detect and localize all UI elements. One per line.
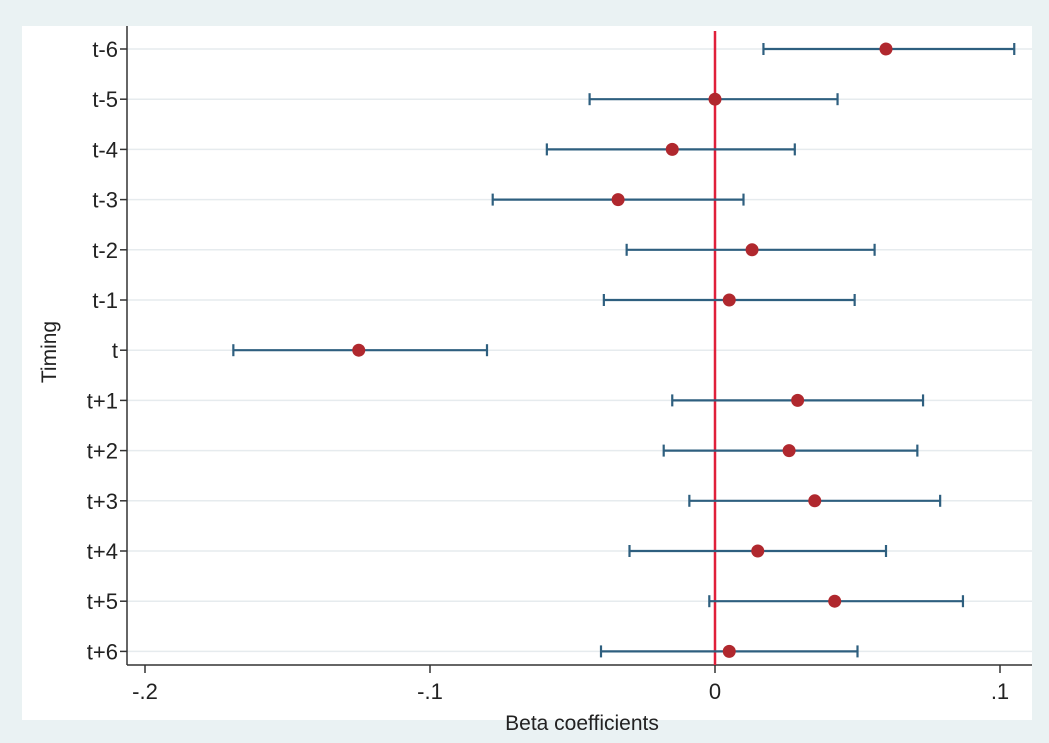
coefficient-point <box>782 444 796 458</box>
coefficient-point <box>791 393 805 407</box>
y-tick-label: t-4 <box>92 137 118 162</box>
y-tick-label: t+4 <box>87 539 118 564</box>
y-tick-label: t-1 <box>92 288 118 313</box>
points <box>352 42 893 658</box>
y-tick-label: t+6 <box>87 639 118 664</box>
y-tick-label: t+5 <box>87 589 118 614</box>
y-tick-label: t-2 <box>92 238 118 263</box>
x-tick-label: 0 <box>709 679 721 704</box>
labels: Beta coefficients Timing t-6 t-5 t-4 t-3 t-2… <box>38 37 1009 735</box>
y-tick-label: t <box>112 338 118 363</box>
x-tick-label: .1 <box>991 679 1009 704</box>
coefficient-point <box>808 494 822 508</box>
axes <box>120 26 1032 673</box>
coefficient-point <box>879 42 893 56</box>
coefficient-point <box>745 243 759 257</box>
coefficient-point <box>611 193 625 207</box>
x-tick-label: -.1 <box>417 679 443 704</box>
x-axis-title: Beta coefficients <box>505 712 659 735</box>
y-axis-title: Timing <box>38 321 61 383</box>
coefficient-point <box>722 644 736 658</box>
coefficient-point <box>665 142 679 156</box>
outer-panel <box>22 26 1032 720</box>
coefficient-point <box>708 92 722 106</box>
y-tick-label: t-6 <box>92 37 118 62</box>
y-tick-label: t+1 <box>87 388 118 413</box>
coefficient-point <box>828 594 842 608</box>
x-tick-label: -.2 <box>132 679 158 704</box>
y-tick-label: t+3 <box>87 489 118 514</box>
coefficient-point <box>722 293 736 307</box>
y-tick-label: t-5 <box>92 87 118 112</box>
coefficient-point <box>751 544 765 558</box>
y-tick-label: t-3 <box>92 188 118 213</box>
coefficient-point <box>352 343 366 357</box>
y-tick-label: t+2 <box>87 439 118 464</box>
